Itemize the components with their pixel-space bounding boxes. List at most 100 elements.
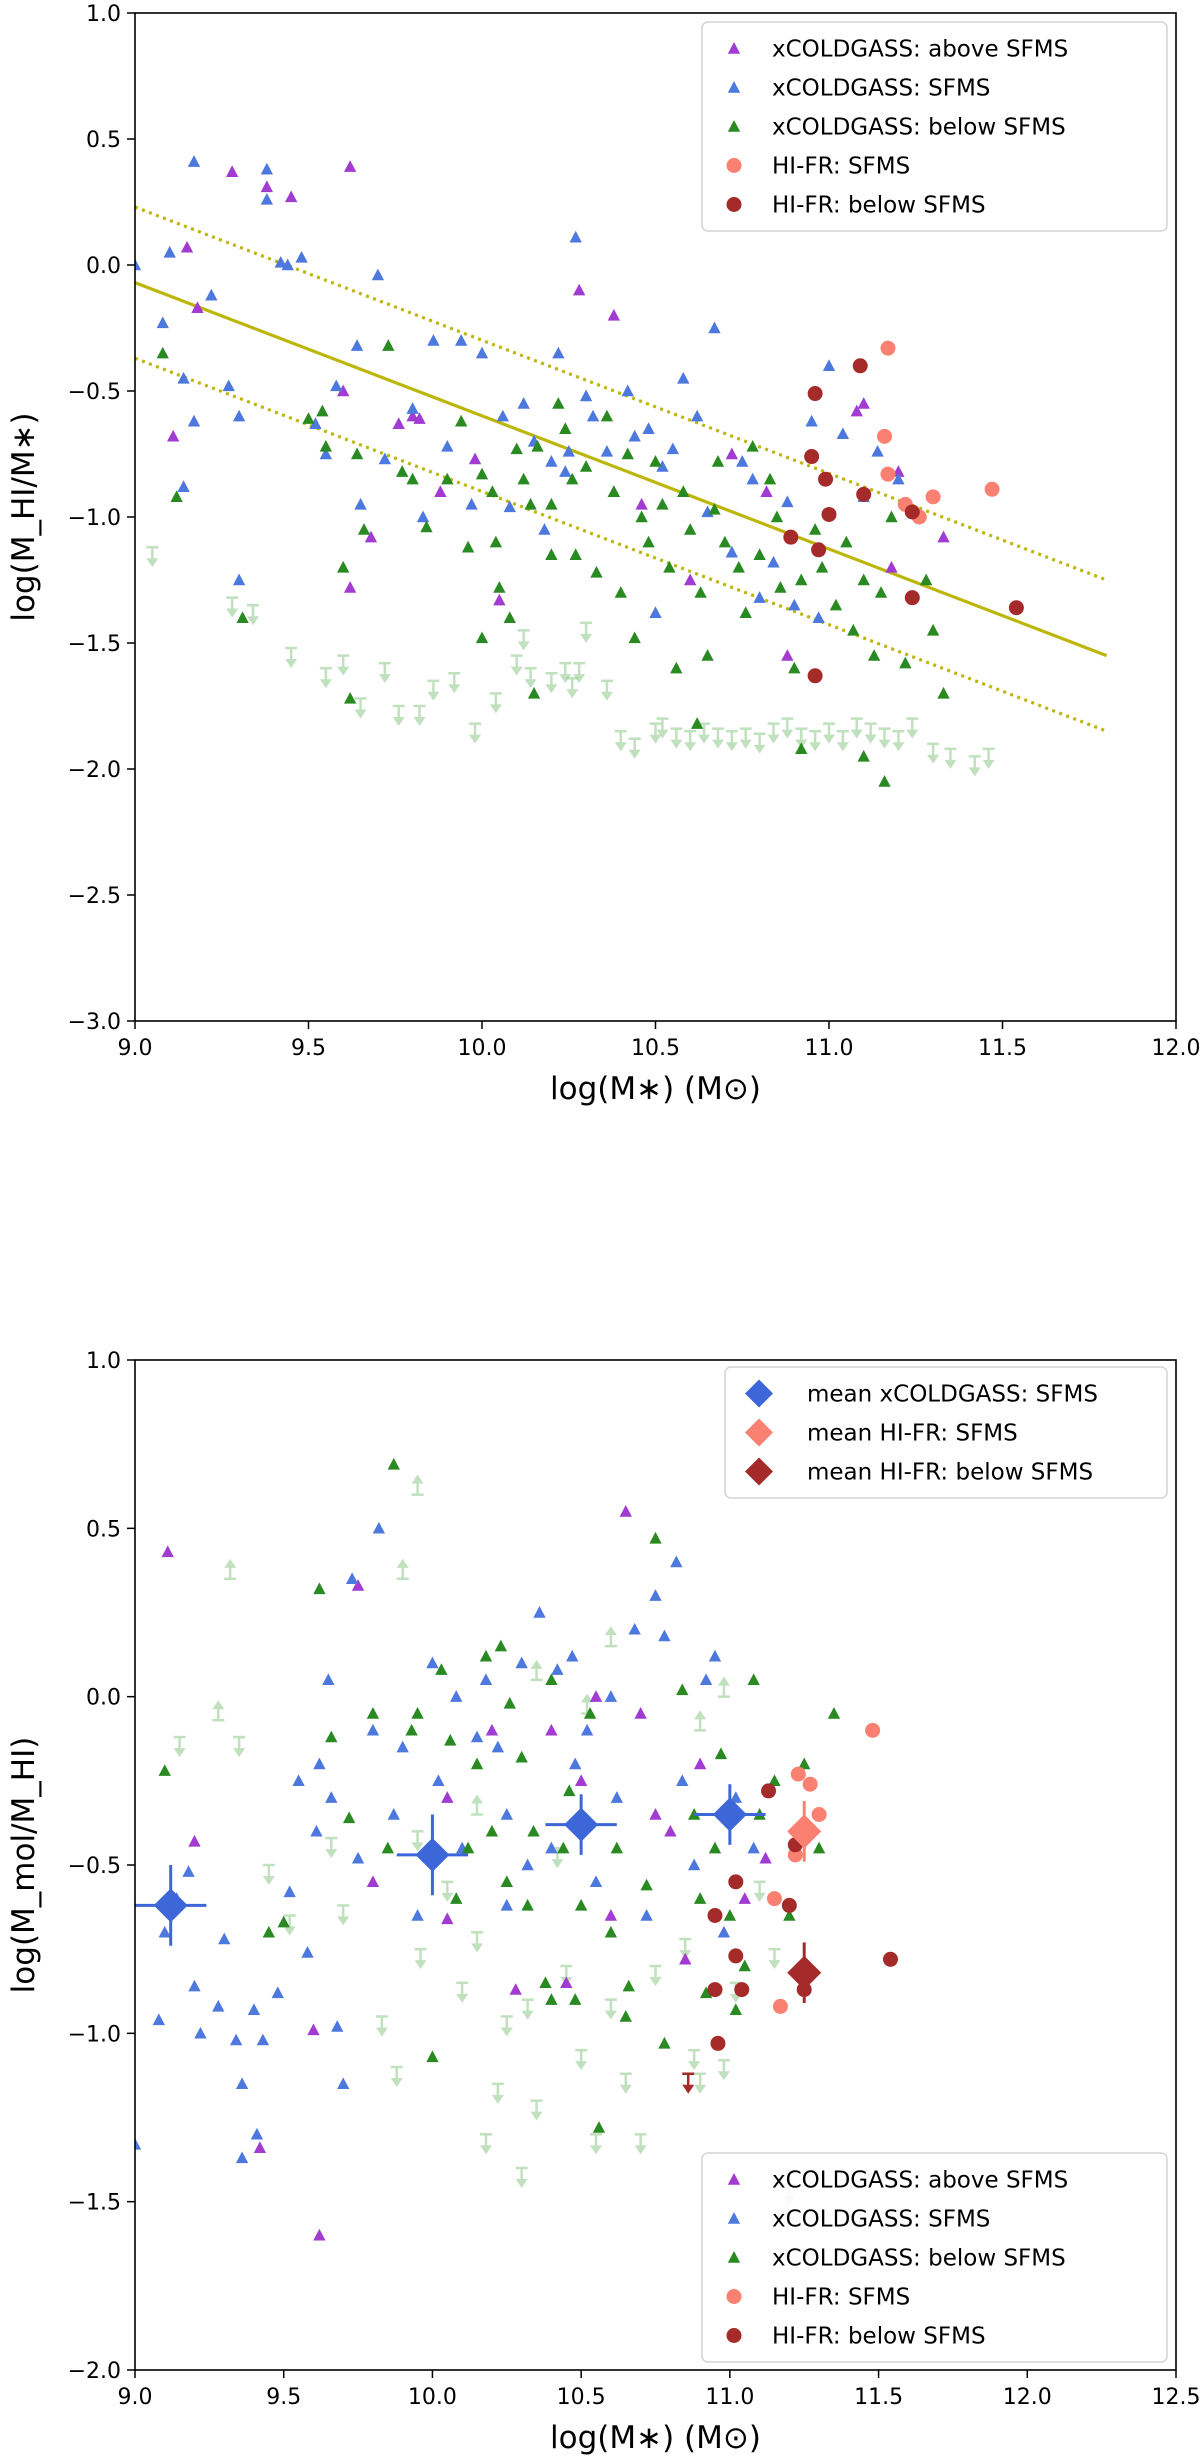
xcoldgass-below-sfms-point — [885, 510, 898, 523]
fit-line-dotted-2 — [135, 356, 1108, 733]
xcoldgass-above-sfms-point — [759, 1851, 772, 1864]
upper-limit-arrow-head — [392, 717, 405, 726]
xcoldgass-sfms-point — [628, 1622, 641, 1635]
mean-diamond — [787, 1955, 822, 1990]
xcoldgass-below-sfms-point — [711, 455, 725, 467]
legend-marker — [745, 1457, 773, 1486]
xcoldgass-below-sfms-point — [663, 560, 676, 573]
upper-limit-arrow-head — [711, 739, 724, 749]
xcoldgass-above-sfms-point — [725, 447, 739, 460]
xcoldgass-below-sfms-point — [411, 1707, 424, 1719]
xcoldgass-below-sfms-point — [406, 472, 419, 485]
legend-points-box — [701, 2152, 1168, 2363]
hi-fr-sfms-point — [766, 1891, 782, 1907]
xcoldgass-above-sfms-point — [634, 1707, 647, 1719]
xcoldgass-below-sfms-point — [441, 472, 454, 485]
xcoldgass-sfms-point — [642, 422, 655, 434]
xcoldgass-below-sfms-point — [732, 560, 745, 573]
xcoldgass-below-sfms-point — [444, 1733, 457, 1746]
upper-limit-arrow — [836, 729, 849, 752]
upper-limit-arrow — [517, 629, 530, 651]
x-tick-label: 12.0 — [1003, 2385, 1052, 2410]
legend-marker — [745, 1418, 773, 1447]
upper-limit-arrow-head — [809, 742, 822, 752]
xcoldgass-above-sfms-point — [284, 190, 298, 203]
upper-limit-arrow-head — [390, 2078, 403, 2087]
xcoldgass-sfms-point — [545, 1841, 558, 1854]
xcoldgass-above-sfms-point — [619, 1505, 632, 1517]
xcoldgass-below-sfms-point — [795, 742, 808, 755]
xcoldgass-sfms-point — [229, 2033, 243, 2046]
xcoldgass-sfms-point — [194, 2026, 207, 2039]
legend-label: xCOLDGASS: SFMS — [772, 76, 990, 102]
xcoldgass-below-sfms-point — [729, 2003, 742, 2015]
upper-limit-arrow-head — [906, 729, 919, 739]
xcoldgass-below-sfms-point — [382, 339, 395, 351]
xcoldgass-above-sfms-point — [392, 417, 405, 429]
lower-limit-arrow-head — [471, 1794, 484, 1804]
xcoldgass-sfms-point — [736, 455, 749, 467]
xcoldgass-below-sfms-point — [494, 1639, 508, 1652]
xcoldgass-below-sfms-point — [531, 439, 544, 452]
hi-fr-below-sfms-point — [882, 1951, 898, 1967]
xcoldgass-sfms-point — [465, 497, 478, 510]
upper-limit-arrow — [319, 666, 332, 689]
upper-limit-arrow — [850, 717, 863, 739]
xcoldgass-sfms-point — [260, 162, 274, 175]
xcoldgass-below-sfms-point — [470, 1757, 484, 1770]
legend-marker — [745, 1379, 773, 1408]
upper-limit-arrow-head — [600, 691, 613, 701]
upper-limit-arrow-head — [927, 754, 940, 764]
xcoldgass-below-sfms-point — [693, 1892, 707, 1904]
upper-limit-arrow — [590, 2133, 603, 2155]
xcoldgass-sfms-point — [212, 1999, 225, 2012]
xcoldgass-sfms-point — [313, 1757, 326, 1770]
xcoldgass-below-sfms-point — [827, 1707, 841, 1719]
upper-limit-arrow — [491, 2082, 504, 2104]
upper-limit-arrow — [500, 2015, 513, 2037]
lower-limit-arrow-head — [530, 1659, 543, 1669]
xcoldgass-above-sfms-point — [679, 1952, 692, 1965]
xcoldgass-sfms-point — [767, 555, 780, 568]
xcoldgass-above-sfms-point — [364, 530, 378, 543]
upper-limit-arrow — [982, 747, 995, 769]
xcoldgass-sfms-point — [708, 1649, 722, 1662]
xcoldgass-sfms-point — [586, 409, 600, 422]
upper-limit-arrow-head — [781, 729, 794, 739]
upper-limit-arrow — [906, 717, 919, 739]
legend-label: HI-FR: SFMS — [772, 2285, 910, 2311]
xcoldgass-below-sfms-point — [552, 397, 565, 409]
xcoldgass-below-sfms-point — [236, 611, 249, 623]
xcoldgass-below-sfms-point — [545, 1993, 558, 2005]
y-tick-label: −3.0 — [68, 1010, 121, 1035]
xcoldgass-below-sfms-point — [857, 749, 870, 762]
xcoldgass-sfms-point — [455, 334, 468, 346]
upper-limit-arrow — [781, 717, 794, 739]
xcoldgass-sfms-point — [725, 545, 739, 558]
xcoldgass-below-sfms-point — [583, 1707, 597, 1719]
xcoldgass-sfms-point — [569, 230, 582, 243]
xcoldgass-below-sfms-point — [366, 1707, 380, 1719]
upper-limit-arrow — [927, 742, 940, 764]
upper-limit-arrow-head — [649, 1977, 662, 1986]
xcoldgass-sfms-point — [411, 1909, 424, 1921]
upper-limit-arrow — [515, 2166, 528, 2188]
y-tick-label: −1.0 — [68, 2022, 121, 2047]
upper-limit-arrow — [411, 1830, 424, 1852]
legend-marker — [727, 2251, 741, 2263]
xcoldgass-sfms-point — [552, 346, 565, 359]
xcoldgass-sfms-point — [649, 606, 662, 618]
upper-limit-arrow-head — [233, 1748, 246, 1758]
xcoldgass-below-sfms-point — [656, 497, 669, 510]
upper-limit-arrow — [717, 2059, 730, 2081]
xcoldgass-below-sfms-point — [600, 409, 614, 422]
xcoldgass-below-sfms-point — [684, 523, 697, 535]
xcoldgass-sfms-point — [677, 371, 690, 384]
upper-limit-arrow — [944, 747, 957, 769]
upper-limit-arrow-head — [545, 684, 558, 694]
xcoldgass-below-sfms-point — [461, 1841, 475, 1854]
xcoldgass-sfms-point — [247, 2003, 261, 2015]
legend-label: HI-FR: below SFMS — [772, 193, 986, 219]
xcoldgass-sfms-point — [559, 465, 572, 477]
upper-limit-arrow-head — [753, 744, 766, 754]
